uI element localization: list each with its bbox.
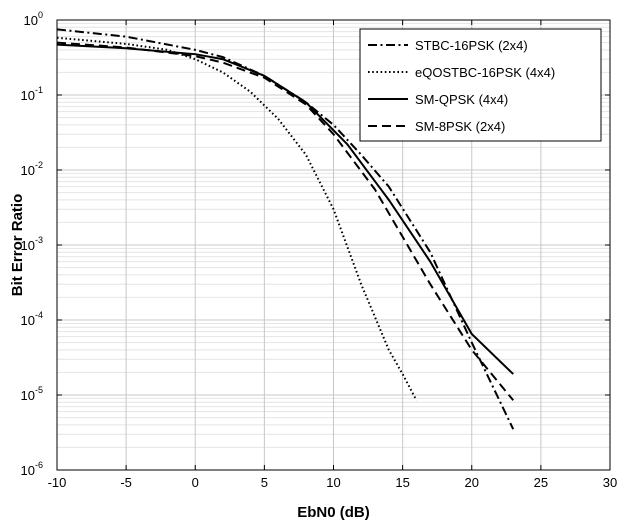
series-lines	[56, 28, 515, 430]
y-tick-label: 10-6	[21, 460, 43, 478]
series-line-0	[56, 28, 515, 430]
x-axis-label: EbN0 (dB)	[297, 504, 370, 521]
series-line-1	[56, 36, 418, 401]
legend-label-1: eQOSTBC-16PSK (4x4)	[415, 65, 555, 80]
x-tick-label: 10	[326, 475, 340, 490]
series-line-2	[56, 43, 514, 375]
x-tick-label: 30	[603, 475, 617, 490]
y-tick-label: 100	[24, 10, 43, 28]
x-tick-label: -5	[120, 475, 132, 490]
y-tick-label: 10-2	[21, 160, 43, 178]
y-tick-label: 10-1	[21, 85, 43, 103]
x-tick-label: 25	[534, 475, 548, 490]
x-tick-label: 5	[261, 475, 268, 490]
legend-box	[359, 28, 602, 142]
legend-label-0: STBC-16PSK (2x4)	[415, 38, 528, 53]
legend-label-3: SM-8PSK (2x4)	[415, 119, 505, 134]
x-tick-label: 20	[465, 475, 479, 490]
series-line-3	[56, 41, 514, 401]
y-tick-label: 10-5	[21, 385, 43, 403]
x-tick-label: -10	[48, 475, 67, 490]
x-tick-label: 15	[395, 475, 409, 490]
y-axis-label: Bit Error Ratio	[9, 194, 26, 297]
y-tick-label: 10-4	[21, 310, 43, 328]
y-tick-label: 10-3	[21, 235, 43, 253]
x-tick-label: 0	[192, 475, 199, 490]
legend: STBC-16PSK (2x4) eQOSTBC-16PSK (4x4) SM-QP…	[359, 28, 602, 142]
legend-label-2: SM-QPSK (4x4)	[415, 92, 508, 107]
plot-frame	[56, 19, 611, 471]
